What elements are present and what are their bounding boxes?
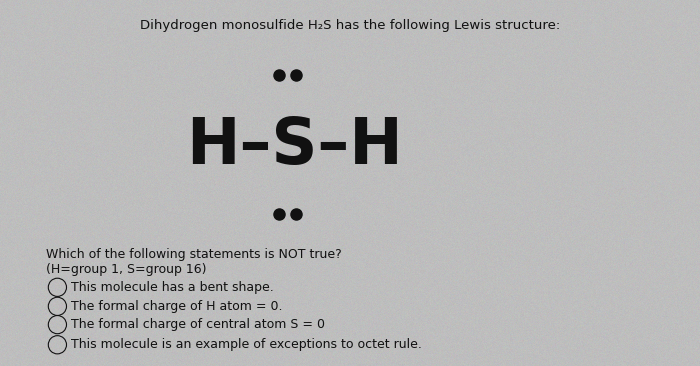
Text: The formal charge of H atom = 0.: The formal charge of H atom = 0. (71, 300, 283, 313)
Text: (H=group 1, S=group 16): (H=group 1, S=group 16) (46, 262, 206, 276)
Text: H–S–H: H–S–H (186, 115, 402, 178)
Text: The formal charge of central atom S = 0: The formal charge of central atom S = 0 (71, 318, 326, 331)
Text: This molecule has a bent shape.: This molecule has a bent shape. (71, 281, 274, 294)
Text: This molecule is an example of exceptions to octet rule.: This molecule is an example of exception… (71, 338, 422, 351)
Text: Dihydrogen monosulfide H₂S has the following Lewis structure:: Dihydrogen monosulfide H₂S has the follo… (140, 19, 560, 32)
Text: Which of the following statements is NOT true?: Which of the following statements is NOT… (46, 248, 342, 261)
